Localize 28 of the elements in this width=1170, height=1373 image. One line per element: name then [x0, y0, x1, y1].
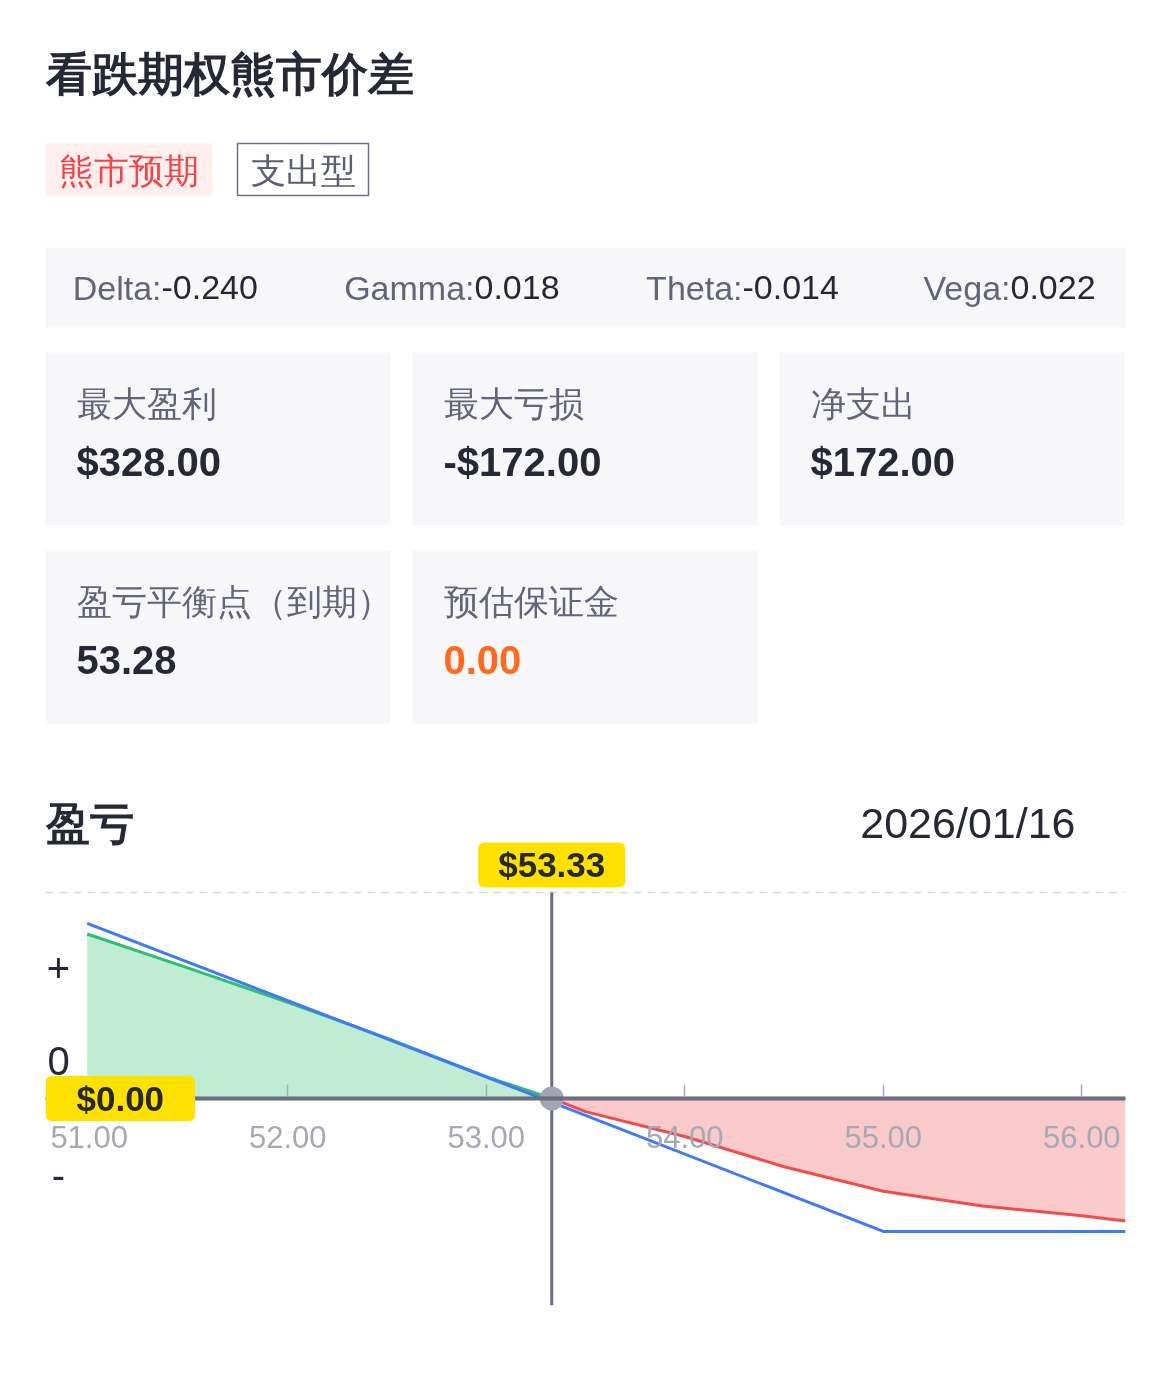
- annotation: +: [46, 946, 71, 991]
- text: 0.00: [443, 637, 522, 682]
- text: $328.00: [76, 439, 222, 484]
- ref-line-label: $53.33: [498, 845, 606, 885]
- ref-line-label: $0.00: [76, 1078, 165, 1118]
- text: 支出型: [250, 151, 356, 190]
- text: 2026/01/16: [860, 799, 1076, 848]
- text: 熊市预期: [59, 151, 199, 190]
- annotation: 0: [47, 1039, 70, 1084]
- annotation: -: [51, 1153, 66, 1198]
- x-tick-label: 56.00: [1043, 1120, 1121, 1156]
- text: 盈亏平衡点（到期）: [76, 582, 392, 621]
- text: 看跌期权熊市价差: [44, 47, 414, 100]
- x-tick-label: 52.00: [248, 1120, 327, 1156]
- text: $172.00: [810, 439, 956, 484]
- x-tick-label: 51.00: [50, 1120, 128, 1156]
- text: Vega:0.022: [923, 268, 1096, 307]
- text: Gamma:0.018: [344, 268, 560, 307]
- text: Delta:-0.240: [72, 268, 258, 307]
- x-tick-label: 53.00: [447, 1120, 526, 1156]
- text: 53.28: [76, 637, 177, 682]
- text: 预估保证金: [443, 582, 619, 621]
- text: 最大盈利: [76, 384, 217, 423]
- text: 最大亏损: [443, 384, 584, 423]
- text: Theta:-0.014: [646, 268, 839, 307]
- text: 净支出: [810, 384, 916, 423]
- x-tick-label: 55.00: [844, 1120, 923, 1156]
- text: -$172.00: [443, 439, 602, 484]
